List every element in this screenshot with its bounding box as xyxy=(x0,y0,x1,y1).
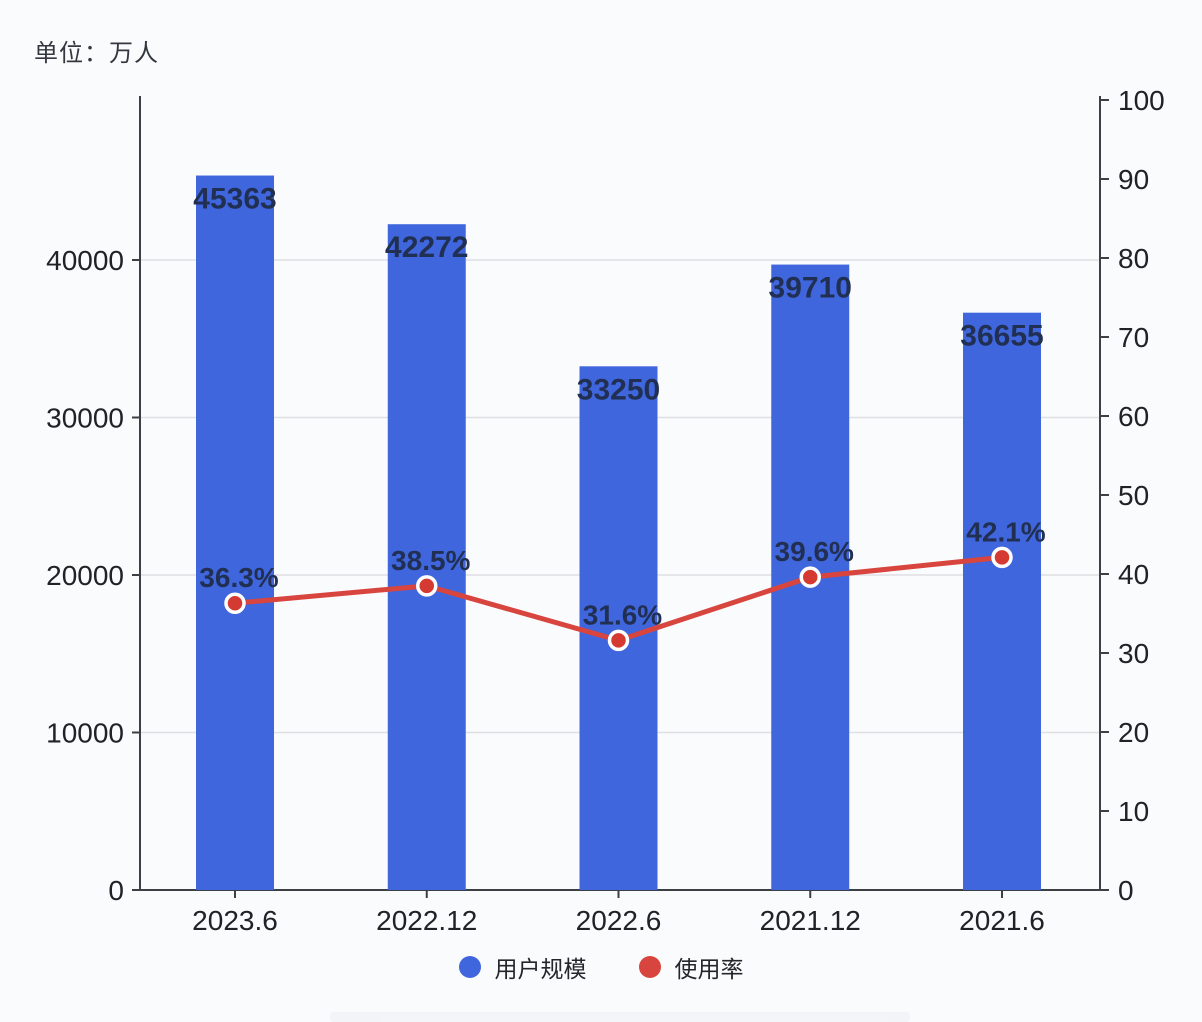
right-axis-tick-label: 20 xyxy=(1118,717,1149,748)
left-axis-tick-label: 10000 xyxy=(46,718,124,749)
legend-item-user-scale[interactable]: 用户规模 xyxy=(458,950,587,984)
right-axis-tick-label: 0 xyxy=(1118,875,1134,906)
bar-2021.6[interactable] xyxy=(963,312,1041,891)
right-axis-tick-label: 100 xyxy=(1118,85,1165,116)
line-point-2021.6[interactable] xyxy=(991,546,1013,569)
right-axis-tick-label: 30 xyxy=(1118,638,1149,669)
x-axis-label-2023.6: 2023.6 xyxy=(192,905,278,936)
bar-value-label-2021.12: 39710 xyxy=(769,272,852,305)
right-axis-tick-label: 10 xyxy=(1118,796,1149,827)
line-value-label-2022.6: 31.6% xyxy=(583,599,662,630)
x-axis-label-2021.12: 2021.12 xyxy=(760,905,861,936)
left-axis-tick-label: 0 xyxy=(108,875,124,906)
bar-value-label-2023.6: 45363 xyxy=(193,183,276,216)
legend-label-user-scale: 用户规模 xyxy=(494,956,587,982)
left-axis-tick-label: 20000 xyxy=(46,560,124,591)
legend-swatch-bar-icon xyxy=(458,956,481,978)
right-axis-tick-label: 60 xyxy=(1118,401,1149,432)
line-point-2023.6[interactable] xyxy=(224,592,246,614)
right-axis-tick-label: 40 xyxy=(1118,559,1149,590)
x-axis-label-2022.6: 2022.6 xyxy=(576,905,662,936)
bar-value-label-2021.6: 36655 xyxy=(960,320,1043,353)
bar-value-label-2022.12: 42272 xyxy=(385,231,468,264)
bar-2022.12[interactable] xyxy=(387,224,466,890)
right-axis-tick-label: 90 xyxy=(1118,164,1149,195)
legend-label-usage-rate: 使用率 xyxy=(674,956,744,982)
left-axis-tick-label: 40000 xyxy=(46,245,124,276)
bar-value-label-2022.6: 33250 xyxy=(577,373,660,406)
left-axis-tick-label: 30000 xyxy=(46,403,124,434)
line-point-2022.12[interactable] xyxy=(416,575,438,597)
legend-swatch-line-icon xyxy=(638,956,661,978)
axis-unit-label: 单位：万人 xyxy=(34,40,159,67)
line-point-2022.6[interactable] xyxy=(607,629,630,652)
x-axis-label-2022.12: 2022.12 xyxy=(376,905,477,936)
bar-2022.6[interactable] xyxy=(579,366,658,890)
line-value-label-2023.6: 36.3% xyxy=(199,562,278,593)
legend-item-usage-rate[interactable]: 使用率 xyxy=(638,950,744,984)
line-value-label-2021.12: 39.6% xyxy=(775,536,854,567)
right-axis-tick-label: 50 xyxy=(1118,480,1149,511)
x-axis-label-2021.6: 2021.6 xyxy=(959,905,1045,936)
right-axis-tick-label: 80 xyxy=(1118,243,1149,274)
bottom-cropped-text xyxy=(330,1012,910,1022)
bar-2023.6[interactable] xyxy=(196,175,274,891)
line-point-2021.12[interactable] xyxy=(799,566,821,588)
legend: 用户规模 使用率 xyxy=(0,950,1202,984)
line-value-label-2022.12: 38.5% xyxy=(391,545,470,576)
right-axis-tick-label: 70 xyxy=(1118,322,1149,353)
line-value-label-2021.6: 42.1% xyxy=(966,516,1045,547)
